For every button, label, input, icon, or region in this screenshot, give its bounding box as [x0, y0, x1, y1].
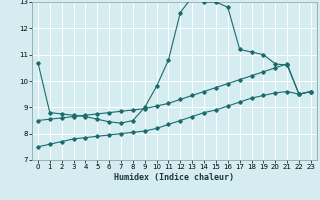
- X-axis label: Humidex (Indice chaleur): Humidex (Indice chaleur): [115, 173, 234, 182]
